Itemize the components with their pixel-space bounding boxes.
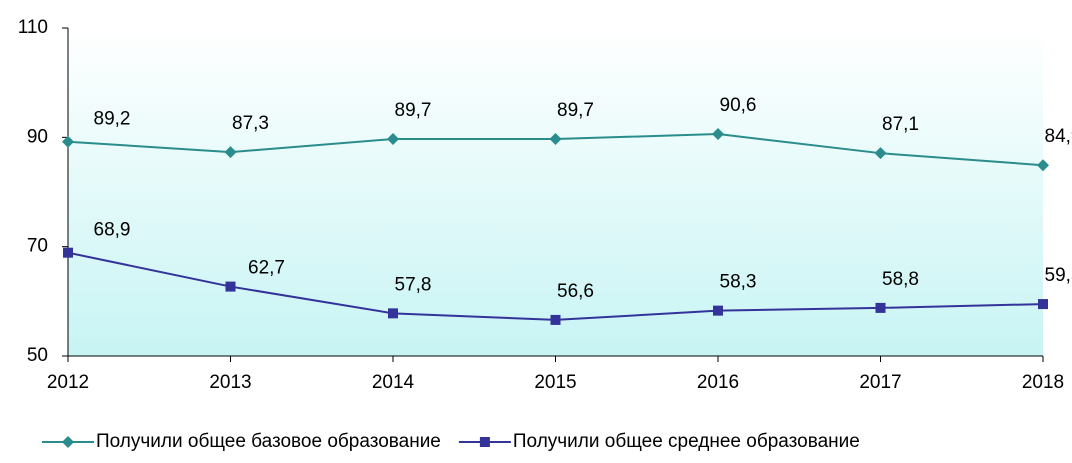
marker [713, 305, 723, 316]
marker [479, 437, 490, 447]
marker [874, 147, 887, 160]
legend-label: Получили общее среднее образование [513, 431, 860, 452]
data-label: 59,5 [1045, 265, 1072, 286]
legend-label: Получили общее базовое образование [96, 431, 441, 452]
data-label: 87,1 [882, 114, 919, 135]
x-tick-label: 2012 [47, 372, 89, 393]
marker [875, 302, 886, 313]
data-label: 58,8 [882, 269, 919, 290]
marker [62, 436, 74, 448]
x-tick-label: 2013 [209, 372, 251, 393]
x-tick-label: 2017 [859, 372, 901, 393]
marker [63, 247, 73, 258]
data-label: 62,7 [248, 258, 285, 279]
x-tick-label: 2018 [1022, 372, 1064, 393]
y-tick-label: 50 [27, 345, 48, 366]
marker [225, 281, 236, 292]
plot-area [68, 28, 1043, 356]
data-label: 89,2 [94, 109, 131, 130]
marker [549, 132, 562, 145]
data-label: 68,9 [94, 220, 131, 241]
marker [712, 128, 724, 141]
marker [62, 135, 74, 148]
marker [388, 308, 398, 319]
data-label: 84,9 [1045, 126, 1072, 147]
data-label: 90,6 [720, 95, 757, 116]
y-tick-label: 110 [18, 17, 48, 38]
y-tick-label: 90 [27, 126, 48, 147]
marker [550, 314, 561, 325]
data-label: 56,6 [557, 281, 594, 302]
x-tick-label: 2014 [372, 372, 415, 393]
marker [387, 132, 399, 145]
data-label: 89,7 [395, 100, 432, 121]
data-label: 58,3 [720, 272, 757, 293]
marker [1038, 299, 1048, 310]
data-label: 57,8 [395, 274, 432, 295]
marker [1037, 159, 1049, 172]
y-tick-label: 70 [27, 236, 48, 257]
data-label: 87,3 [232, 113, 269, 134]
data-label: 89,7 [557, 100, 594, 121]
marker [224, 146, 237, 159]
x-tick-label: 2015 [534, 372, 576, 393]
x-tick-label: 2016 [697, 372, 739, 393]
